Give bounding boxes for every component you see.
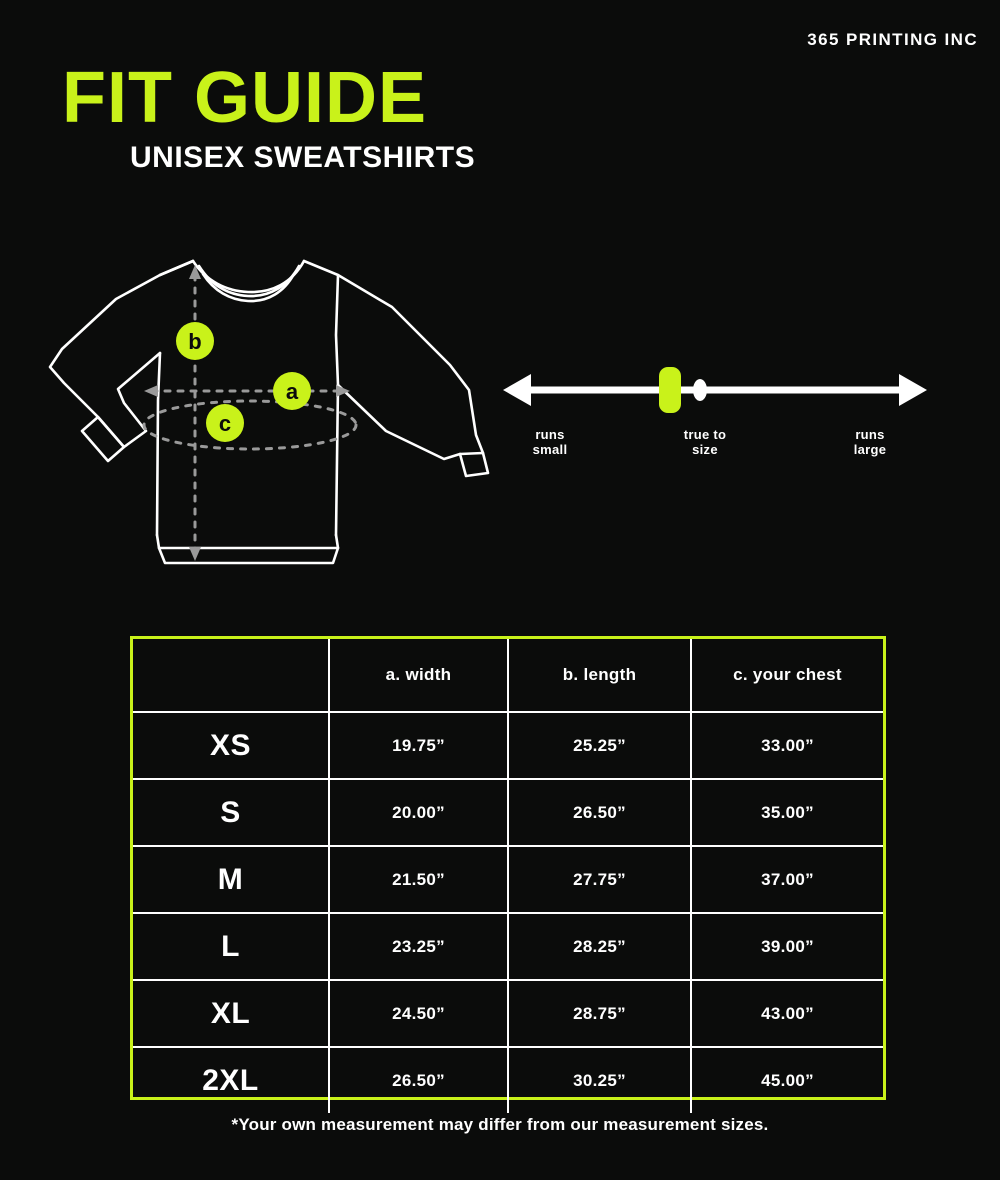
cell-chest: 33.00”	[690, 711, 883, 780]
table-row: M 21.50” 27.75” 37.00”	[133, 845, 883, 914]
arrow-left-icon	[503, 374, 531, 406]
cell-size: L	[133, 912, 330, 981]
page-subtitle: UNISEX SWEATSHIRTS	[130, 141, 476, 174]
marker-b: b	[176, 322, 214, 360]
cell-length: 28.25”	[507, 912, 692, 981]
measurement-footnote: *Your own measurement may differ from ou…	[231, 1115, 769, 1134]
cell-length: 25.25”	[507, 711, 692, 780]
cell-chest: 37.00”	[690, 845, 883, 914]
fit-scale-label-runs-small: runs small	[532, 427, 568, 457]
fit-scale-label-runs-large: runs large	[853, 427, 887, 457]
cell-size: XS	[133, 711, 330, 780]
true-to-size-dot	[693, 379, 707, 401]
arrow-right-icon	[899, 374, 927, 406]
cell-width: 24.50”	[328, 979, 509, 1048]
brand-name: 365 PRINTING INC	[807, 30, 978, 49]
svg-text:a: a	[286, 379, 299, 404]
cell-size: M	[133, 845, 330, 914]
table-row: XS 19.75” 25.25” 33.00”	[133, 711, 883, 780]
cell-size: S	[133, 778, 330, 847]
table-row: L 23.25” 28.25” 39.00”	[133, 912, 883, 981]
cell-length: 26.50”	[507, 778, 692, 847]
size-chart-table: a. width b. length c. your chest XS 19.7…	[130, 636, 886, 1113]
marker-a: a	[273, 372, 311, 410]
table-header-row: a. width b. length c. your chest	[133, 639, 883, 713]
cell-length: 27.75”	[507, 845, 692, 914]
table-row: S 20.00” 26.50” 35.00”	[133, 778, 883, 847]
cell-width: 21.50”	[328, 845, 509, 914]
column-header-width: a. width	[328, 639, 509, 713]
svg-text:c: c	[219, 411, 231, 436]
cell-chest: 35.00”	[690, 778, 883, 847]
cell-width: 23.25”	[328, 912, 509, 981]
cell-chest: 43.00”	[690, 979, 883, 1048]
cell-width: 26.50”	[328, 1046, 509, 1113]
cell-chest: 45.00”	[690, 1046, 883, 1113]
fit-scale: runs small true to size runs large	[495, 355, 935, 485]
chest-ellipse-dotted	[142, 399, 358, 451]
svg-text:b: b	[188, 329, 201, 354]
cell-length: 30.25”	[507, 1046, 692, 1113]
cell-size: 2XL	[133, 1046, 330, 1113]
fit-scale-marker	[659, 367, 681, 413]
column-header-length: b. length	[507, 639, 692, 713]
table-row: 2XL 26.50” 30.25” 45.00”	[133, 1046, 883, 1113]
column-header-size	[133, 639, 330, 713]
column-header-chest: c. your chest	[690, 639, 883, 713]
sweatshirt-illustration: b a c	[20, 235, 520, 585]
cell-width: 20.00”	[328, 778, 509, 847]
cell-length: 28.75”	[507, 979, 692, 1048]
fit-scale-label-true-to-size: true to size	[683, 427, 727, 457]
table-row: XL 24.50” 28.75” 43.00”	[133, 979, 883, 1048]
page-title: FIT GUIDE	[62, 58, 427, 138]
cell-chest: 39.00”	[690, 912, 883, 981]
cell-width: 19.75”	[328, 711, 509, 780]
cell-size: XL	[133, 979, 330, 1048]
marker-c: c	[206, 404, 244, 442]
